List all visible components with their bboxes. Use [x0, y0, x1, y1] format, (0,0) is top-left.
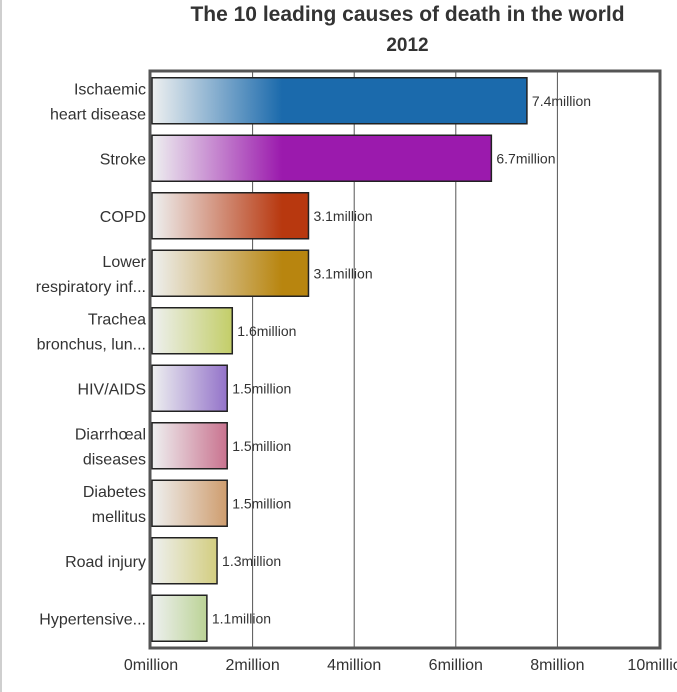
category-label: Road injury [65, 554, 146, 571]
bars [151, 77, 528, 642]
plot-area-frame [148, 69, 662, 650]
bar[interactable] [151, 422, 228, 470]
category-label: Diabetes mellitus [83, 484, 146, 526]
value-label: 1.5million [232, 495, 291, 511]
category-label: Hypertensive... [39, 611, 146, 628]
value-label: 7.4million [532, 93, 591, 109]
value-label: 1.6million [237, 323, 296, 339]
x-tick-label: 6million [429, 657, 483, 674]
value-labels: 7.4million 6.7million 3.1million 3.1million… [212, 93, 591, 627]
page-left-border [0, 0, 2, 692]
bar[interactable] [151, 594, 208, 642]
category-label: Ischaemic heart disease [50, 81, 146, 123]
bar[interactable] [151, 364, 228, 412]
category-label: Trachea bronchus, lun... [37, 311, 147, 353]
category-label: Stroke [100, 151, 146, 168]
x-tick-label: 4million [327, 657, 381, 674]
bar[interactable] [151, 479, 228, 527]
value-label: 1.1million [212, 610, 271, 626]
bar[interactable] [151, 77, 528, 125]
x-tick-label: 10million [627, 657, 677, 674]
value-label: 1.5million [232, 380, 291, 396]
x-tick-label: 2million [225, 657, 279, 674]
category-label: Diarrhœal diseases [75, 426, 146, 468]
chart-title: The 10 leading causes of death in the wo… [190, 3, 625, 26]
bar[interactable] [151, 537, 218, 585]
bar[interactable] [151, 249, 310, 297]
value-label: 1.3million [222, 553, 281, 569]
value-label: 6.7million [496, 150, 555, 166]
bar[interactable] [151, 307, 234, 355]
category-label: COPD [100, 209, 146, 226]
bar[interactable] [151, 192, 310, 240]
x-tick-label: 8million [530, 657, 584, 674]
value-label: 1.5million [232, 438, 291, 454]
chart-subtitle: 2012 [386, 35, 429, 56]
category-label: HIV/AIDS [78, 381, 146, 398]
value-label: 3.1million [313, 208, 372, 224]
category-label: Lower respiratory inf... [36, 254, 147, 296]
x-axis-tick-labels: 0million 2million 4million 6million 8million… [124, 657, 677, 674]
category-labels: Ischaemic heart disease Stroke COPD Lower res… [36, 81, 147, 628]
x-tick-label: 0million [124, 657, 178, 674]
bar[interactable] [151, 134, 493, 182]
value-label: 3.1million [313, 265, 372, 281]
